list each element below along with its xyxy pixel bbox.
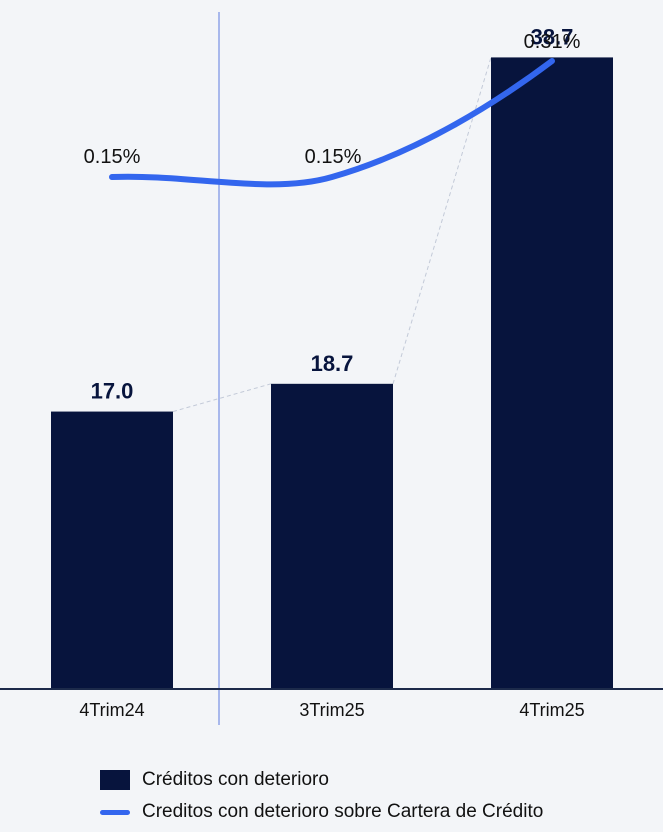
legend-bar-swatch — [100, 770, 130, 790]
ratio-value-label: 0.15% — [305, 146, 362, 168]
ratio-value-label: 0.15% — [84, 146, 141, 168]
x-tick-label: 4Trim24 — [79, 700, 144, 720]
legend-item-line: Creditos con deterioro sobre Cartera de … — [100, 796, 543, 828]
bar-connector-line — [172, 383, 272, 413]
bar-4Trim25 — [491, 57, 613, 689]
x-tick-label: 3Trim25 — [299, 700, 364, 720]
bar-value-label: 38.7 — [531, 24, 574, 49]
bar-4Trim24 — [51, 411, 173, 689]
bar-connector-line — [392, 57, 492, 384]
chart-canvas: 17.0 18.7 38.7 0.15% 0.15% 0.31% 4Trim24 3Trim… — [0, 12, 663, 725]
legend-item-bar: Créditos con deterioro — [100, 764, 543, 796]
bar-value-label: 17.0 — [91, 379, 134, 404]
legend-bar-label: Créditos con deterioro — [142, 769, 329, 790]
legend-line-swatch — [100, 809, 130, 815]
ratio-value-label: 0.31% — [524, 31, 581, 53]
ratio-series-line — [109, 58, 555, 188]
bar-value-label: 18.7 — [311, 351, 354, 376]
legend: Créditos con deterioro Creditos con dete… — [100, 764, 543, 828]
legend-line-label: Creditos con deterioro sobre Cartera de … — [142, 801, 544, 822]
x-tick-label: 4Trim25 — [519, 700, 584, 720]
bar-3Trim25 — [271, 383, 393, 689]
